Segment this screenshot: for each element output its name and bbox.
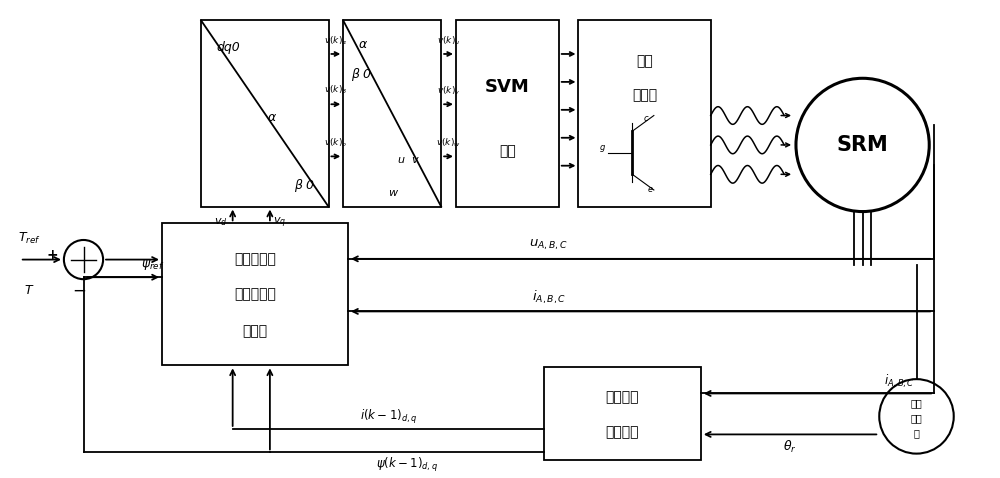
Text: 转矩和磁链: 转矩和磁链 [234,287,276,301]
Text: $v(k)_w$: $v(k)_w$ [436,136,461,149]
Text: α: α [359,38,367,52]
Text: dq0: dq0 [217,42,240,54]
Text: $T_{ref}$: $T_{ref}$ [18,230,41,246]
Text: g: g [600,143,606,152]
Text: 光电: 光电 [911,399,922,409]
Bar [162,223,348,365]
Bar [201,21,328,206]
Text: 功率: 功率 [636,54,653,68]
Text: 变换器: 变换器 [632,88,657,102]
Text: $v(k)_u$: $v(k)_u$ [437,34,460,46]
Bar [456,21,559,206]
Text: 模块: 模块 [499,144,516,158]
Text: $i_{A,B,C}$: $i_{A,B,C}$ [532,289,566,306]
Text: α: α [268,111,276,124]
Text: $v(k)_v$: $v(k)_v$ [437,84,460,97]
Text: w: w [388,188,397,198]
Text: $i(k-1)_{d,q}$: $i(k-1)_{d,q}$ [360,408,417,426]
Text: 链观测器: 链观测器 [606,425,639,440]
Text: $\psi_{ref}$: $\psi_{ref}$ [141,259,165,272]
Text: $u_{A,B,C}$: $u_{A,B,C}$ [529,238,569,252]
Text: u  v: u v [398,154,418,164]
Text: 器: 器 [914,428,919,438]
Text: 电流和磁: 电流和磁 [606,390,639,404]
Text: −: − [73,282,87,300]
Text: β 0: β 0 [294,179,314,192]
Text: $v(k)_{\alpha}$: $v(k)_{\alpha}$ [324,34,348,46]
Bar [578,21,711,206]
Text: $i_{A,B,C}$: $i_{A,B,C}$ [884,373,915,391]
Bar [343,21,441,206]
Text: $v(k)_{\beta}$: $v(k)_{\beta}$ [324,84,348,97]
Text: +: + [46,248,58,261]
Text: SVM: SVM [485,78,530,97]
Text: $\psi(k-1)_{d,q}$: $\psi(k-1)_{d,q}$ [376,456,438,474]
Text: $\theta_r$: $\theta_r$ [783,439,797,455]
Text: $v(k)_o$: $v(k)_o$ [324,136,347,149]
Text: β 0: β 0 [351,68,371,81]
Bar [544,368,701,460]
Text: $v_d$: $v_d$ [214,217,228,228]
Text: SRM: SRM [837,135,888,155]
Text: 编码: 编码 [911,413,922,424]
Text: 控制器: 控制器 [242,324,268,338]
Text: 无差拍直接: 无差拍直接 [234,252,276,266]
Text: e: e [647,185,653,195]
Text: c: c [644,114,649,123]
Text: $v_q$: $v_q$ [273,215,286,229]
Text: $T$: $T$ [24,284,35,297]
